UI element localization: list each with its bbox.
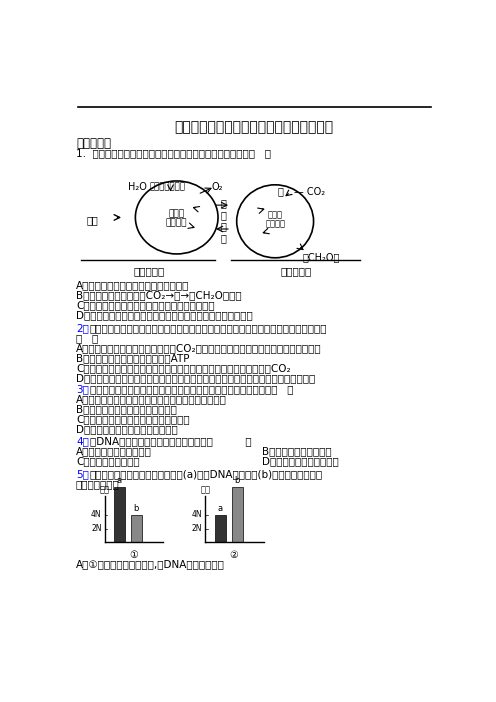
Text: 中的色素: 中的色素 xyxy=(166,218,187,227)
Text: 4．: 4． xyxy=(76,436,89,446)
Text: B．核苷酸、磷酸、碱基: B．核苷酸、磷酸、碱基 xyxy=(262,446,331,456)
Text: D．光合作用的强度可以通过测定一定时间内原料消耗或产物生成的数量来定量地表示: D．光合作用的强度可以通过测定一定时间内原料消耗或产物生成的数量来定量地表示 xyxy=(76,373,315,383)
Text: 己: 己 xyxy=(220,233,226,243)
Text: 多种酶: 多种酶 xyxy=(268,211,283,220)
Text: 太阳能是几乎所有生命系统中能量的最终源头，下列有关光合作用的叙述中，错误的是: 太阳能是几乎所有生命系统中能量的最终源头，下列有关光合作用的叙述中，错误的是 xyxy=(90,323,327,333)
Text: B．暗反应的物质变化为CO₂→甲→（CH₂O）或乙: B．暗反应的物质变化为CO₂→甲→（CH₂O）或乙 xyxy=(76,290,242,300)
Text: 参加催化: 参加催化 xyxy=(265,219,285,228)
Text: 1.  下图是绿色植物光合作用过程的图解，相关叙述错误的是（   ）: 1. 下图是绿色植物光合作用过程的图解，相关叙述错误的是（ ） xyxy=(76,148,271,158)
Text: 2．: 2． xyxy=(76,323,89,333)
Text: 含量: 含量 xyxy=(100,485,110,494)
Text: 光能: 光能 xyxy=(87,215,99,225)
Text: A．核苷酸、五碳糖、碱基: A．核苷酸、五碳糖、碱基 xyxy=(76,446,152,456)
Text: 含量: 含量 xyxy=(200,485,210,494)
Text: 水在光下的分解: 水在光下的分解 xyxy=(150,182,186,191)
Text: 5．: 5． xyxy=(76,469,89,479)
Text: 暗反应阶段: 暗反应阶段 xyxy=(280,266,311,276)
Text: 2N: 2N xyxy=(192,524,202,533)
Text: H₂O: H₂O xyxy=(128,182,147,192)
Text: ①: ① xyxy=(129,550,138,560)
Text: C．细胞分化的实质是基因的选择性表达: C．细胞分化的实质是基因的选择性表达 xyxy=(76,415,189,425)
Text: A．老年人体内仍然存在着具有分裂和分化能力的细胞: A．老年人体内仍然存在着具有分裂和分化能力的细胞 xyxy=(76,395,227,404)
Text: D．光合作用的能量变化是将光能转变成有机物中稳定的化学能: D．光合作用的能量变化是将光能转变成有机物中稳定的化学能 xyxy=(76,310,252,320)
Text: （   ）: （ ） xyxy=(76,333,98,343)
Text: A．卡尔文利用同位素标记法探明了CO₂中的碳在光合作用中转化成有机物中碳的途径: A．卡尔文利用同位素标记法探明了CO₂中的碳在光合作用中转化成有机物中碳的途径 xyxy=(76,343,321,353)
Text: b: b xyxy=(235,477,240,485)
Text: 丙: 丙 xyxy=(220,198,226,208)
Text: 细胞分化是生物界普遍存在的一种生命现象，下列叙述不正确的是（   ）: 细胞分化是生物界普遍存在的一种生命现象，下列叙述不正确的是（ ） xyxy=(90,385,294,395)
Text: 甲: 甲 xyxy=(278,187,284,197)
Text: 3．: 3． xyxy=(76,385,89,395)
Bar xyxy=(232,487,243,543)
Text: D．脱氧核糖、磷酸、碱基: D．脱氧核糖、磷酸、碱基 xyxy=(262,456,339,466)
Text: 将DNA完全水解后，得到的化学物质是（          ）: 将DNA完全水解后，得到的化学物质是（ ） xyxy=(90,436,251,446)
Text: A．①时期染色体还未复制,核DNA已完成了复制: A．①时期染色体还未复制,核DNA已完成了复制 xyxy=(76,559,225,569)
Text: C．突然停止光照，甲的含量减少，乙的含量增多: C．突然停止光照，甲的含量减少，乙的含量增多 xyxy=(76,300,215,310)
Text: 光反应阶段: 光反应阶段 xyxy=(133,266,165,276)
Text: a: a xyxy=(218,504,223,513)
Bar xyxy=(114,487,125,543)
Text: 4N: 4N xyxy=(91,510,102,519)
Text: a: a xyxy=(117,477,122,485)
Text: （CH₂O）: （CH₂O） xyxy=(302,252,340,262)
Bar xyxy=(215,515,226,543)
Text: 列叙述正确的是: 列叙述正确的是 xyxy=(76,479,120,489)
Text: b: b xyxy=(134,504,139,513)
Text: 一、单选题: 一、单选题 xyxy=(76,137,111,150)
Text: 戊: 戊 xyxy=(220,221,226,231)
Text: A．光反应发生在叶绿体的类囊体薄膜上: A．光反应发生在叶绿体的类囊体薄膜上 xyxy=(76,280,189,290)
Text: — CO₂: — CO₂ xyxy=(295,187,326,197)
Text: 江西省鄱阳一中高一第一学期期末生物试卷: 江西省鄱阳一中高一第一学期期末生物试卷 xyxy=(175,121,334,134)
Text: O₂: O₂ xyxy=(212,182,223,192)
Text: 丁: 丁 xyxy=(220,210,226,220)
Text: 2N: 2N xyxy=(91,524,102,533)
Text: 4N: 4N xyxy=(191,510,202,519)
Text: D．胡萝卜的韧皮部细胞具有全能性: D．胡萝卜的韧皮部细胞具有全能性 xyxy=(76,425,178,435)
Text: C．核糖、磷酸、碱基: C．核糖、磷酸、碱基 xyxy=(76,456,139,466)
Text: 下图是动物细胞有丝分裂各分裂期(a)、核DNA分子数目(b)的柱形统计图，下: 下图是动物细胞有丝分裂各分裂期(a)、核DNA分子数目(b)的柱形统计图，下 xyxy=(90,469,323,479)
Text: ②: ② xyxy=(230,550,239,560)
Text: C．鲁宾和卡门用同位素标记法证明光合作用释放的氧气中氧元素来自CO₂: C．鲁宾和卡门用同位素标记法证明光合作用释放的氧气中氧元素来自CO₂ xyxy=(76,363,291,373)
Text: 叶绿体: 叶绿体 xyxy=(169,209,185,218)
Text: B．细胞分化的方向通常是可逆转的: B．细胞分化的方向通常是可逆转的 xyxy=(76,404,177,415)
Bar xyxy=(131,515,142,543)
Text: B．光反应为暗反应提供还原氢和ATP: B．光反应为暗反应提供还原氢和ATP xyxy=(76,353,189,363)
